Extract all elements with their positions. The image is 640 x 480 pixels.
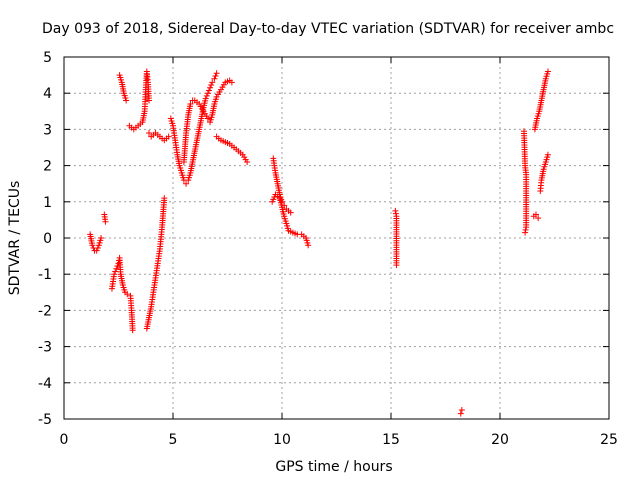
tick-labels: 0 5 10 15 20 25 -5 -4 -3 -2 -1 0 1 2 3 4 5 (38, 50, 618, 448)
y-tick-label: -2 (38, 303, 52, 319)
chart-title: Day 093 of 2018, Sidereal Day-to-day VTE… (42, 21, 614, 37)
data-point (204, 90, 211, 97)
data-point (146, 97, 153, 104)
data-point (532, 211, 539, 218)
data-point (205, 87, 212, 94)
y-tick-label: -4 (38, 376, 52, 392)
y-tick-label: 2 (43, 159, 52, 175)
y-tick-label: 1 (43, 195, 52, 211)
x-tick-label: 0 (60, 432, 69, 448)
data-point (208, 82, 215, 89)
data-point (123, 97, 130, 104)
data-point (183, 180, 190, 187)
data-point (392, 207, 399, 214)
data-point (204, 115, 211, 122)
data-point (161, 195, 168, 202)
data-point (244, 158, 251, 165)
grid-layer (64, 57, 609, 419)
data-point (523, 224, 530, 231)
y-tick-label: 3 (43, 122, 52, 138)
data-point (165, 133, 172, 140)
data-point (212, 73, 219, 80)
data-point (209, 79, 216, 86)
data-point (124, 291, 131, 298)
y-tick-label: 4 (43, 86, 52, 102)
data-point (305, 242, 312, 249)
data-point (535, 215, 542, 222)
x-tick-label: 25 (600, 432, 618, 448)
data-point (102, 218, 109, 225)
data-point (213, 70, 220, 77)
data-point (89, 242, 96, 249)
data-point (458, 406, 465, 413)
x-tick-label: 20 (491, 432, 509, 448)
y-tick-label: -1 (38, 267, 52, 283)
data-point (522, 226, 529, 233)
data-point (146, 130, 153, 137)
x-tick-label: 10 (273, 432, 291, 448)
data-point (393, 262, 400, 269)
data-point (93, 247, 100, 254)
y-tick-label: -5 (38, 412, 52, 428)
x-axis-label: GPS time / hours (275, 459, 392, 475)
data-point (203, 92, 210, 99)
x-tick-label: 15 (382, 432, 400, 448)
data-point (113, 265, 120, 272)
data-point (211, 75, 218, 82)
data-point (98, 235, 105, 241)
data-point (457, 410, 464, 417)
data-point (544, 68, 551, 75)
data-point (129, 327, 136, 334)
data-point (207, 84, 214, 91)
y-tick-label: 0 (43, 231, 52, 247)
y-axis-label: SDTVAR / TECUs (7, 181, 23, 296)
data-point (287, 209, 294, 216)
data-point (202, 95, 209, 102)
x-tick-label: 5 (169, 432, 178, 448)
data-points (87, 68, 551, 417)
data-point (94, 244, 101, 251)
data-point (112, 268, 119, 275)
data-point (522, 229, 529, 236)
y-tick-label: -3 (38, 340, 52, 356)
data-point (392, 210, 399, 217)
y-tick-label: 5 (43, 50, 52, 66)
data-point (111, 271, 118, 278)
data-point (187, 101, 194, 108)
data-point (544, 151, 551, 158)
axis-layer (63, 56, 610, 420)
data-point (114, 263, 121, 270)
data-point (228, 79, 235, 86)
